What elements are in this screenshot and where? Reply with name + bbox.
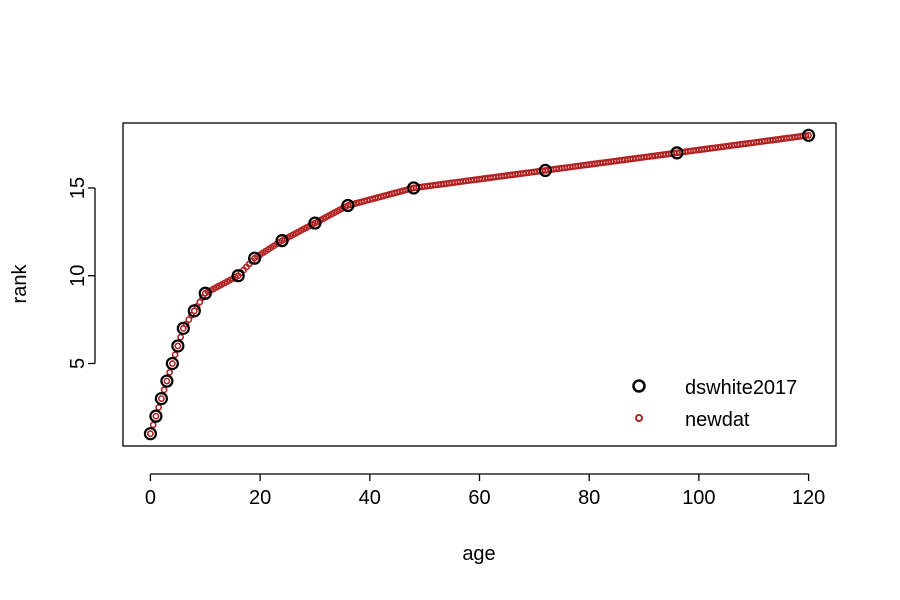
newdat-point	[171, 351, 179, 359]
dswhite2017-point	[248, 251, 262, 265]
newdat-point	[166, 368, 174, 376]
plot-frame	[122, 122, 837, 447]
legend-label-newdat: newdat	[685, 409, 750, 431]
y-tick-label: 10	[67, 265, 89, 287]
y-tick-label: 5	[67, 358, 89, 369]
dswhite2017-point	[231, 269, 245, 283]
dswhite2017-point	[801, 128, 816, 142]
dswhite2017-point	[154, 392, 168, 406]
x-tick-label: 120	[792, 487, 825, 509]
dswhite2017-point	[308, 216, 322, 230]
newdat-point	[168, 360, 176, 367]
dswhite2017-point	[275, 234, 289, 248]
dswhite2017-point	[407, 181, 421, 195]
newdat-point	[163, 377, 171, 385]
dswhite2017-point	[670, 146, 684, 160]
y-axis-label: rank	[9, 264, 31, 304]
series-dswhite2017	[143, 128, 816, 441]
y-tick-label: 15	[67, 177, 89, 199]
x-axis-label: age	[462, 543, 495, 565]
dswhite2017-point	[176, 321, 190, 335]
dswhite2017-point	[149, 409, 163, 423]
newdat-point	[149, 421, 157, 429]
newdat-point	[147, 430, 154, 438]
x-axis: 0 20 40 60 80 100 120	[145, 473, 825, 509]
x-tick-label: 80	[578, 487, 600, 509]
legend: dswhite2017 newdat	[632, 377, 797, 431]
dswhite2017-point	[187, 304, 201, 318]
x-tick-label: 40	[359, 487, 381, 509]
newdat-point	[157, 395, 165, 402]
dswhite2017-point	[160, 374, 174, 388]
dswhite2017-point	[171, 339, 185, 353]
legend-marker-newdat	[635, 414, 643, 422]
newdat-point	[805, 131, 812, 139]
legend-label-dswhite2017: dswhite2017	[685, 377, 797, 399]
x-tick-label: 60	[468, 487, 490, 509]
dswhite2017-point	[341, 198, 355, 213]
legend-marker-dswhite2017	[632, 379, 646, 393]
dswhite2017-point	[143, 427, 158, 441]
dswhite2017-point	[198, 286, 212, 300]
x-tick-label: 0	[145, 487, 156, 509]
newdat-point	[152, 412, 160, 420]
newdat-point	[160, 386, 168, 394]
dswhite2017-point	[165, 356, 179, 371]
newdat-point	[174, 342, 182, 350]
newdat-point	[177, 333, 184, 341]
x-tick-label: 100	[682, 487, 715, 509]
x-tick-label: 20	[249, 487, 271, 509]
y-axis: 5 10 15	[67, 177, 96, 369]
newdat-point	[155, 403, 163, 411]
dswhite2017-point	[538, 163, 552, 177]
